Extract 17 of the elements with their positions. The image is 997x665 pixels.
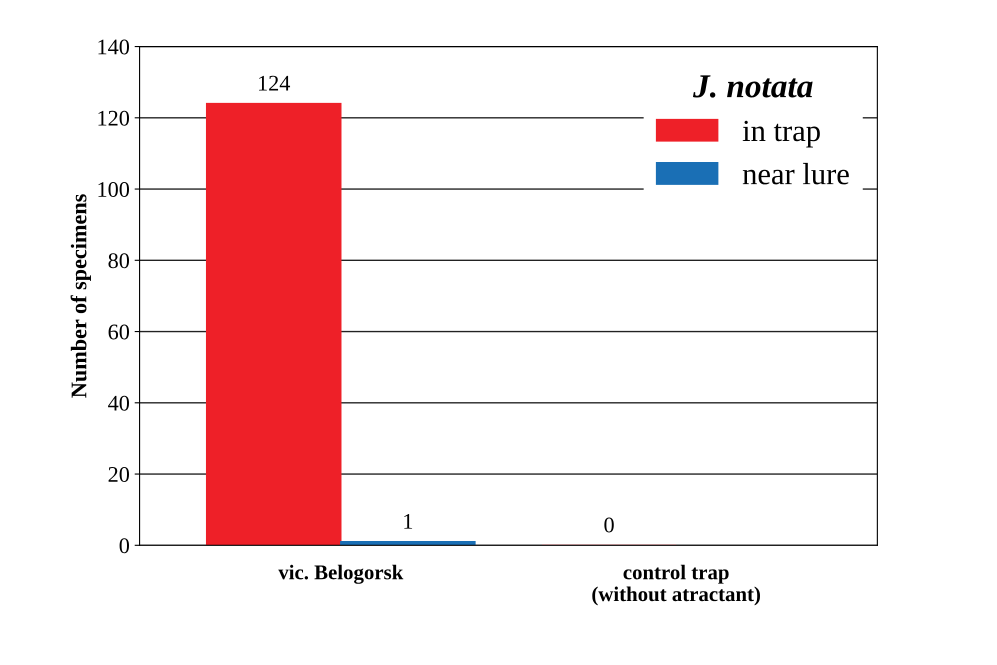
legend-label: near lure (742, 162, 849, 184)
y-tick-label: 140 (98, 39, 130, 54)
y-tick-label: 80 (108, 253, 130, 268)
y-axis-title: Number of specimens (70, 194, 91, 398)
y-tick-label: 0 (120, 538, 130, 554)
y-tick-label: 100 (98, 182, 130, 197)
y-tick-label: 60 (108, 324, 130, 340)
y-tick-label: 40 (108, 396, 130, 411)
y-tick-label: 120 (98, 110, 130, 126)
x-tick-label: vic. Belogorsk (278, 564, 404, 584)
y-tick-label: 20 (108, 466, 130, 482)
data-label: 0 (604, 517, 614, 532)
data-label: 124 (259, 76, 290, 90)
data-label: 1 (404, 514, 412, 529)
legend-label: in trap (742, 120, 820, 148)
legend-title: J. notata (692, 75, 813, 98)
x-tick-label: control trap (without atractant) (592, 564, 760, 606)
